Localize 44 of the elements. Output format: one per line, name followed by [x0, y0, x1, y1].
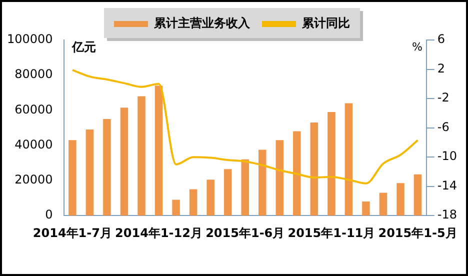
bar — [172, 200, 180, 216]
y-tick-label: 80000 — [14, 67, 53, 82]
x-tick-label: 2015年1-11月 — [288, 226, 376, 240]
y-axis-title: 亿元 — [70, 40, 96, 54]
x-tick-label: 2015年1-5月 — [378, 226, 458, 240]
bar — [396, 183, 404, 216]
x-tick-label: 2015年1-6月 — [206, 226, 285, 240]
y-tick-label: 0 — [45, 208, 53, 222]
bar — [293, 131, 301, 216]
bar — [379, 192, 388, 216]
bar — [328, 112, 336, 216]
y2-tick-label: -2 — [437, 90, 450, 105]
y2-tick-label: -18 — [437, 208, 458, 222]
bar — [258, 150, 266, 216]
y2-tick-label: -14 — [437, 178, 458, 192]
bar — [120, 108, 128, 216]
y2-tick-label: 2 — [437, 61, 446, 76]
bar — [103, 119, 111, 216]
y-tick-label: 40000 — [14, 137, 53, 152]
bar — [189, 189, 198, 216]
bar — [241, 159, 249, 216]
bar — [344, 103, 353, 216]
bar — [154, 86, 163, 216]
y2-tick-label: 6 — [437, 32, 446, 46]
bar — [206, 180, 214, 216]
x-tick-label: 2014年1-7月 — [32, 226, 112, 240]
y2-tick-label: -6 — [437, 120, 450, 134]
bar — [224, 169, 232, 216]
bar — [138, 96, 146, 216]
bar — [414, 174, 422, 216]
bar — [68, 140, 76, 216]
bar — [362, 202, 370, 216]
y-tick-label: 60000 — [14, 102, 53, 116]
legend-label: 累计主营业务收入 — [153, 16, 251, 30]
x-tick-label: 2014年1-12月 — [115, 226, 202, 240]
y-tick-label: 20000 — [14, 172, 53, 187]
y2-axis-title: % — [412, 40, 422, 54]
bar — [276, 140, 284, 216]
bar — [310, 122, 318, 216]
line-series — [71, 69, 419, 184]
legend-label: 累计同比 — [301, 16, 350, 30]
y-tick-label: 100000 — [6, 32, 53, 46]
bar — [86, 130, 94, 216]
y2-tick-label: -10 — [437, 149, 458, 164]
